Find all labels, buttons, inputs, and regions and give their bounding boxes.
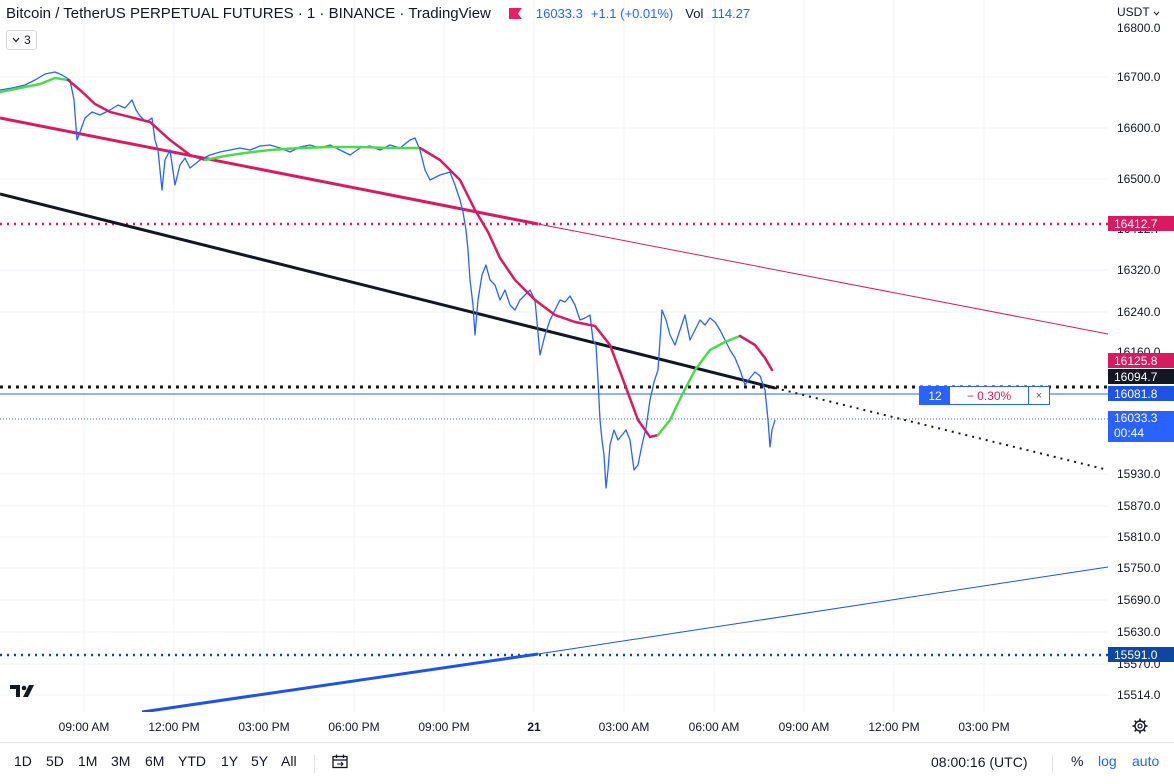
time-tick: 09:00 AM [58,720,110,734]
time-axis[interactable]: 09:00 AM 12:00 PM 03:00 PM 06:00 PM 09:0… [0,712,1108,740]
bottom-toolbar: 1D 5D 1M 3M 6M YTD 1Y 5Y All 08:00:16 (U… [0,742,1174,784]
last-price-value: 16033.3 [1114,411,1158,425]
time-tick: 12:00 PM [148,720,200,734]
upper-level-label[interactable]: 16412.7 [1108,216,1174,231]
time-tick: 03:00 PM [958,720,1010,734]
timeframe-6m-button[interactable]: 6M [145,753,165,769]
price-tick: 16700.0 [1117,70,1161,84]
flag-icon[interactable] [508,8,522,19]
price-tick: 16600.0 [1117,121,1161,135]
auto-scale-toggle[interactable]: auto [1132,753,1160,769]
time-tick: 09:00 AM [778,720,830,734]
divider [314,755,315,773]
close-icon[interactable]: × [1035,389,1043,402]
order-percent: − 0.30% [950,387,1029,404]
moving-average[interactable] [0,76,774,439]
chevron-down-icon [12,37,20,43]
date-range-icon[interactable] [331,753,349,771]
chart-header: Bitcoin / TetherUS PERPETUAL FUTURES · 1… [6,5,750,22]
black-trendline-ext[interactable] [774,387,1108,471]
timeframe-5d-button[interactable]: 5D [46,753,64,769]
divider [1052,755,1053,773]
utc-clock[interactable]: 08:00:16 (UTC) [931,754,1028,770]
header-change: +1.1 (+0.01%) [590,6,674,21]
chart-pane[interactable] [0,0,1108,712]
symbol-title[interactable]: Bitcoin / TetherUS PERPETUAL FUTURES · 1… [6,5,491,22]
price-tick: 15690.0 [1117,593,1161,607]
time-tick: 09:00 PM [418,720,470,734]
black-level-label[interactable]: 16094.7 [1108,369,1174,384]
bar-countdown: 00:44 [1114,426,1145,440]
order-price-label[interactable]: 16081.8 [1108,386,1174,401]
timeframe-ytd-button[interactable]: YTD [178,753,206,769]
price-tick: 16320.0 [1117,263,1161,277]
time-tick: 06:00 PM [328,720,380,734]
blue-trendline-thin[interactable] [537,566,1108,655]
time-tick: 03:00 PM [238,720,290,734]
tradingview-logo-icon[interactable] [8,682,36,700]
currency-selector[interactable]: USDT [1117,5,1160,19]
timeframe-all-button[interactable]: All [281,753,297,769]
ma-price-label: 16125.8 [1108,353,1174,368]
timeframe-1y-button[interactable]: 1Y [221,753,239,769]
gear-icon[interactable] [1131,717,1149,735]
timeframe-1d-button[interactable]: 1D [14,753,32,769]
time-tick: 12:00 PM [868,720,920,734]
price-tick: 15630.0 [1117,625,1161,639]
volume-value: 114.27 [711,6,751,21]
grid [0,0,1108,712]
timeframe-5y-button[interactable]: 5Y [251,753,269,769]
price-tick: 16800.0 [1117,21,1161,35]
last-price-label: 16033.3 00:44 [1108,411,1174,442]
price-tick: 16500.0 [1117,172,1161,186]
order-quantity[interactable]: 12 [920,387,950,404]
timeframe-1m-button[interactable]: 1M [78,753,98,769]
price-tick: 15930.0 [1117,467,1161,481]
price-tick: 16240.0 [1117,305,1161,319]
header-price: 16033.3 [535,6,583,21]
red-trendline-thin[interactable] [537,223,1108,335]
currency-label: USDT [1117,5,1150,19]
time-tick: 03:00 AM [598,720,650,734]
price-series[interactable] [0,71,776,489]
lower-level-label[interactable]: 15591.0 [1108,647,1174,662]
log-scale-toggle[interactable]: log [1098,753,1117,769]
red-trendline-thick[interactable] [0,116,539,226]
volume-label: Vol [685,6,704,21]
time-tick-day: 21 [527,720,541,734]
indicators-toggle[interactable]: 3 [6,30,37,50]
indicator-count: 3 [24,33,31,47]
blue-trendline-thick[interactable] [141,652,539,712]
percent-scale-toggle[interactable]: % [1071,753,1084,769]
price-tick: 15870.0 [1117,499,1161,513]
chevron-down-icon [1153,11,1160,16]
time-tick: 06:00 AM [688,720,740,734]
timeframe-3m-button[interactable]: 3M [111,753,131,769]
price-tick: 15810.0 [1117,530,1161,544]
black-trendline[interactable] [0,192,776,390]
price-tick: 15514.0 [1117,688,1161,702]
price-tick: 15750.0 [1117,561,1161,575]
order-widget[interactable]: 12 − 0.30% × [919,386,1050,405]
